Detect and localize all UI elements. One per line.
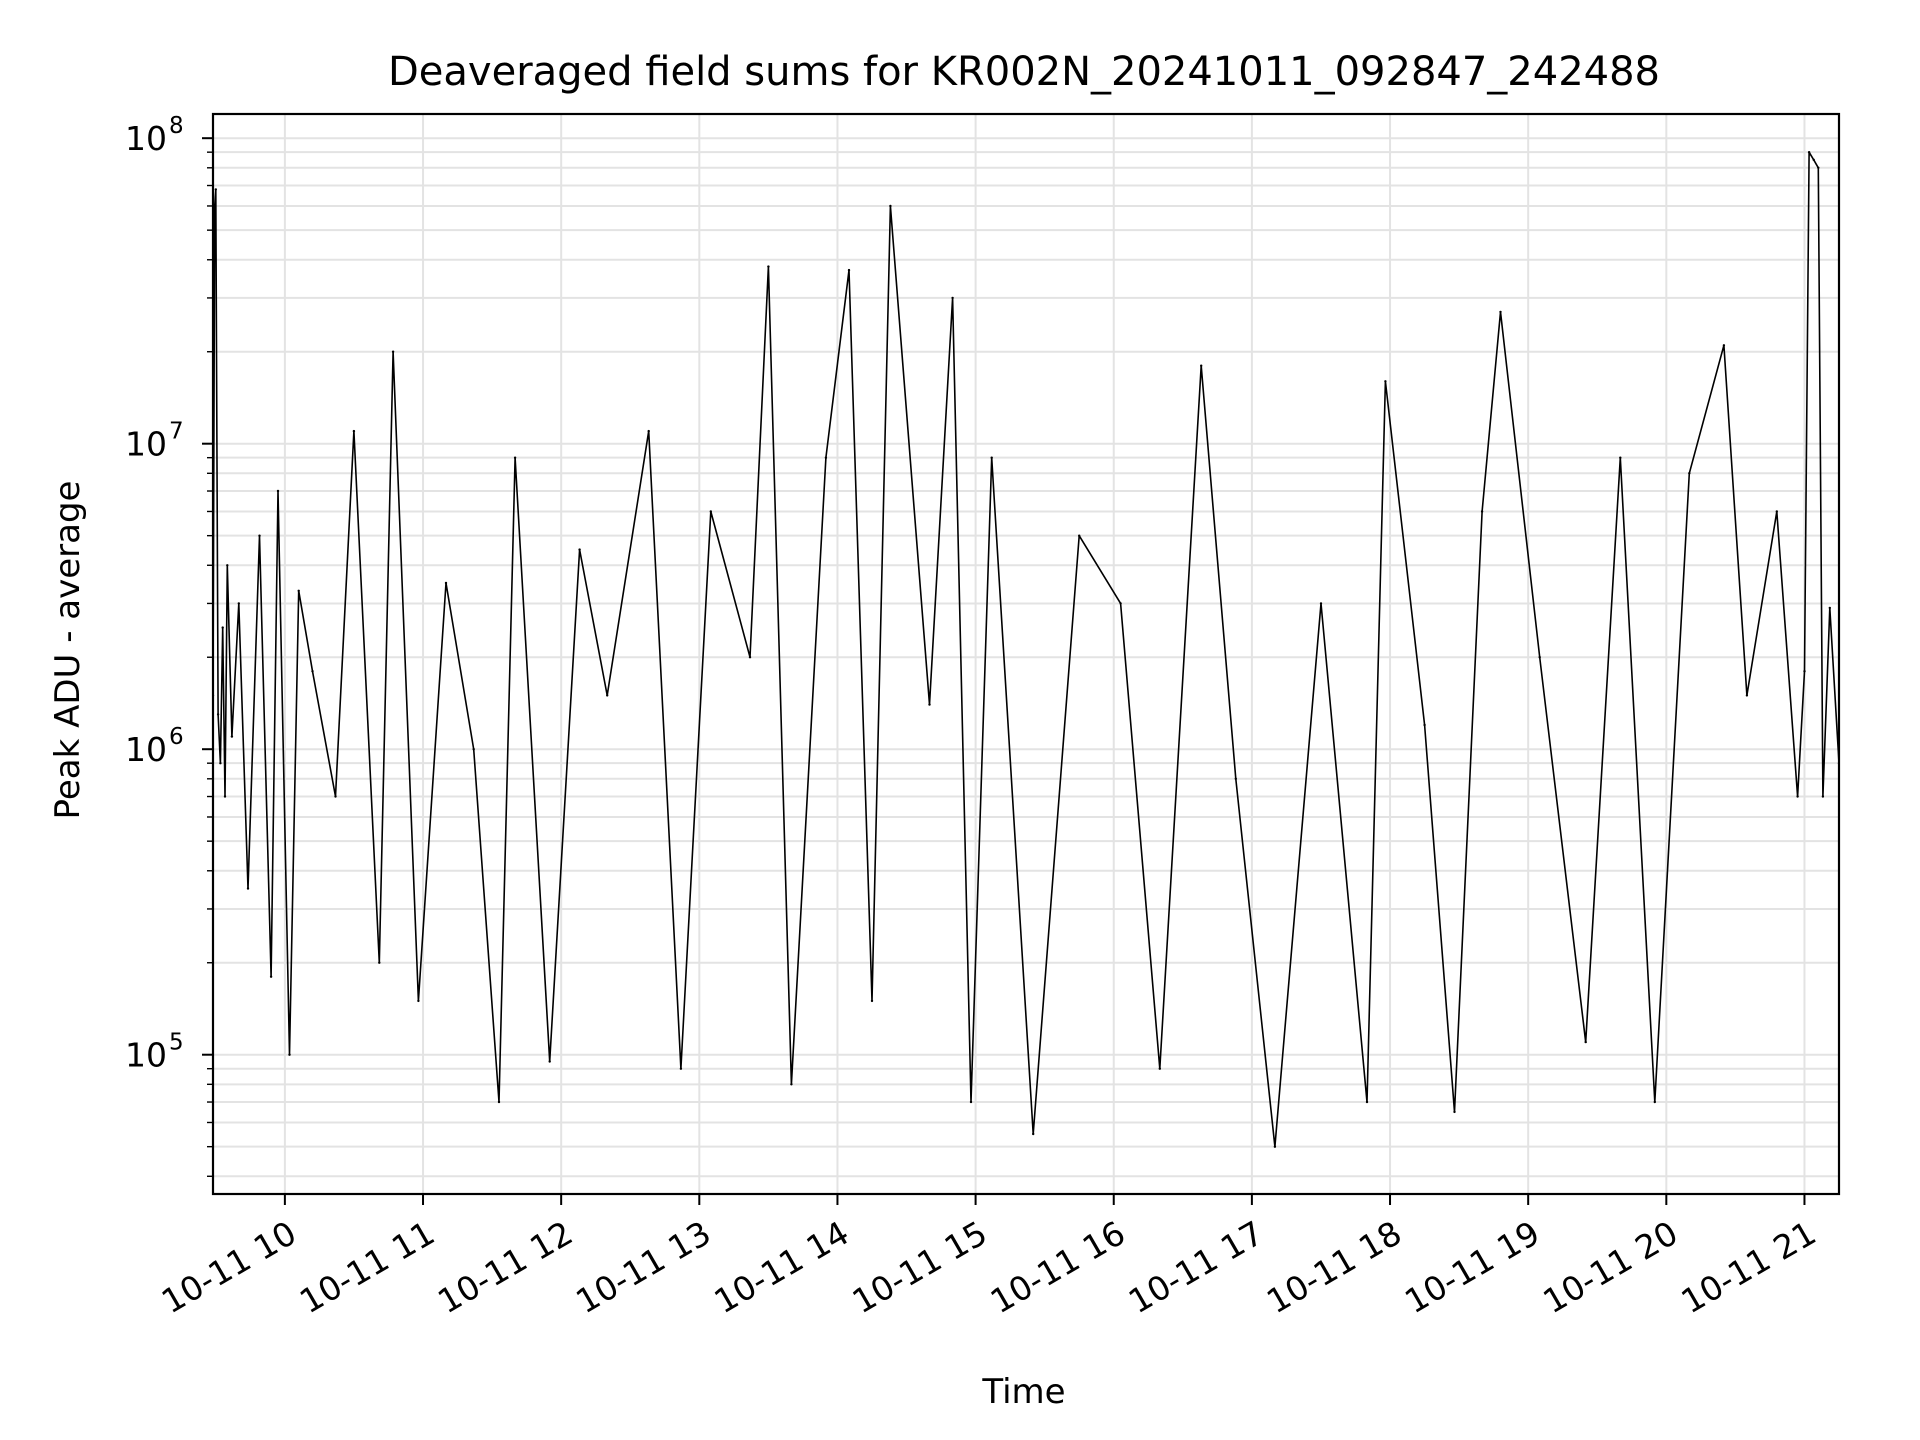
data-point bbox=[513, 456, 517, 459]
grid-layer bbox=[213, 114, 1839, 1194]
data-point bbox=[1032, 1132, 1035, 1136]
data-point bbox=[767, 265, 770, 268]
data-point bbox=[847, 268, 851, 272]
data-point bbox=[1078, 534, 1081, 537]
data-point bbox=[472, 748, 475, 751]
data-point bbox=[1828, 606, 1832, 610]
data-point bbox=[889, 204, 892, 208]
data-point bbox=[606, 694, 609, 697]
data-point bbox=[1480, 510, 1484, 513]
data-point bbox=[219, 762, 222, 765]
data-point bbox=[378, 961, 381, 964]
data-point bbox=[1319, 602, 1323, 605]
data-point bbox=[221, 626, 224, 629]
data-point bbox=[391, 350, 395, 353]
data-point bbox=[1158, 1067, 1162, 1070]
data-point bbox=[1423, 723, 1426, 727]
data-point bbox=[1584, 1040, 1587, 1044]
data-point bbox=[824, 456, 828, 459]
data-point bbox=[1119, 602, 1122, 605]
y-tick-label: 10 bbox=[125, 730, 167, 769]
data-point bbox=[748, 656, 752, 659]
y-tick-exponent: 8 bbox=[169, 113, 184, 139]
data-point bbox=[578, 548, 581, 551]
data-point bbox=[258, 534, 261, 537]
data-point bbox=[1234, 777, 1238, 780]
data-point bbox=[1817, 166, 1820, 169]
data-point bbox=[548, 1060, 551, 1063]
data-point bbox=[1807, 151, 1811, 154]
data-point bbox=[334, 795, 337, 798]
data-point bbox=[1499, 310, 1502, 314]
data-point bbox=[969, 1100, 973, 1104]
data-point bbox=[1803, 670, 1806, 673]
y-tick-label: 10 bbox=[125, 1036, 167, 1075]
data-point bbox=[1384, 380, 1387, 383]
data-point bbox=[269, 975, 273, 978]
data-point bbox=[214, 188, 217, 191]
data-layer bbox=[213, 151, 1839, 1148]
data-point bbox=[1775, 510, 1779, 513]
data-point bbox=[230, 735, 234, 738]
y-tick-exponent: 5 bbox=[169, 1030, 184, 1056]
data-point bbox=[417, 999, 420, 1003]
data-point bbox=[1796, 795, 1799, 798]
data-point bbox=[1745, 694, 1749, 697]
data-point bbox=[297, 589, 300, 592]
data-point bbox=[216, 713, 220, 716]
data-point bbox=[870, 999, 874, 1003]
data-point bbox=[226, 564, 229, 567]
data-point bbox=[311, 670, 314, 673]
y-axis-label: Peak ADU - average bbox=[48, 481, 88, 820]
data-point bbox=[990, 456, 993, 459]
data-point bbox=[647, 429, 650, 433]
data-point bbox=[352, 429, 356, 433]
x-axis-label: Time bbox=[981, 1372, 1065, 1412]
plot-frame bbox=[211, 112, 1841, 1196]
y-tick-label: 10 bbox=[125, 119, 167, 158]
data-point bbox=[1688, 472, 1691, 475]
data-point bbox=[1538, 656, 1541, 659]
data-point bbox=[1365, 1100, 1369, 1104]
data-point bbox=[1821, 795, 1825, 798]
data-point bbox=[790, 1083, 793, 1086]
data-point bbox=[444, 581, 448, 585]
data-point bbox=[679, 1067, 683, 1070]
data-point bbox=[497, 1100, 501, 1104]
data-point bbox=[1273, 1145, 1277, 1148]
y-tick-exponent: 6 bbox=[169, 724, 184, 750]
data-point bbox=[1812, 158, 1815, 161]
data-point bbox=[223, 795, 227, 798]
data-point bbox=[276, 489, 280, 493]
data-point bbox=[1722, 344, 1726, 347]
data-point bbox=[1200, 364, 1203, 367]
data-point bbox=[288, 1053, 291, 1056]
chart-title: Deaveraged field sums for KR002N_2024101… bbox=[388, 49, 1660, 95]
data-point bbox=[1453, 1110, 1456, 1114]
y-tick-exponent: 7 bbox=[169, 419, 184, 445]
data-point bbox=[1653, 1100, 1657, 1104]
data-point bbox=[237, 602, 240, 605]
data-point bbox=[1619, 456, 1622, 459]
data-point bbox=[951, 296, 954, 300]
data-point bbox=[246, 887, 250, 890]
data-point bbox=[709, 510, 712, 513]
y-tick-label: 10 bbox=[125, 425, 167, 464]
data-point bbox=[928, 703, 931, 706]
